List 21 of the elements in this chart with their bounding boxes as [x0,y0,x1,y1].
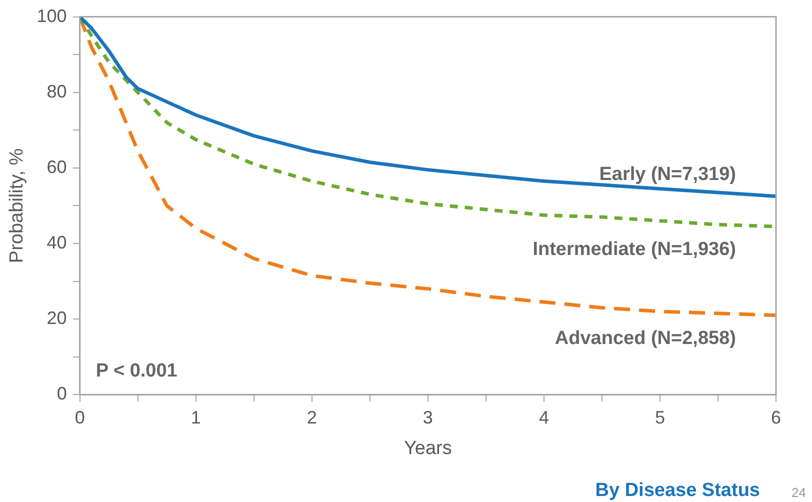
series-label: Early (N=7,319) [599,164,736,185]
x-tick-label: 0 [74,407,85,428]
annotation: P < 0.001 [96,360,178,382]
y-tick-label: 0 [56,384,67,404]
x-tick-label: 4 [538,407,549,428]
x-tick-label: 3 [422,407,433,428]
x-axis-title: Years [404,438,452,459]
series-label: Advanced (N=2,858) [554,328,736,349]
text: 24 [792,485,806,500]
y-tick-label: 20 [46,308,67,328]
x-tick-label: 2 [306,407,317,428]
y-tick-label: 80 [46,81,67,102]
y-tick-label: 60 [46,156,67,177]
y-axis-title: Probability, % [6,148,28,264]
text: By Disease Status [595,480,760,502]
series-label: Intermediate (N=1,936) [532,239,736,260]
x-tick-label: 5 [654,407,665,428]
y-tick-label: 40 [46,232,67,252]
x-tick-label: 6 [770,407,782,428]
y-tick-label: 100 [36,6,67,26]
x-tick-label: 1 [190,407,201,428]
